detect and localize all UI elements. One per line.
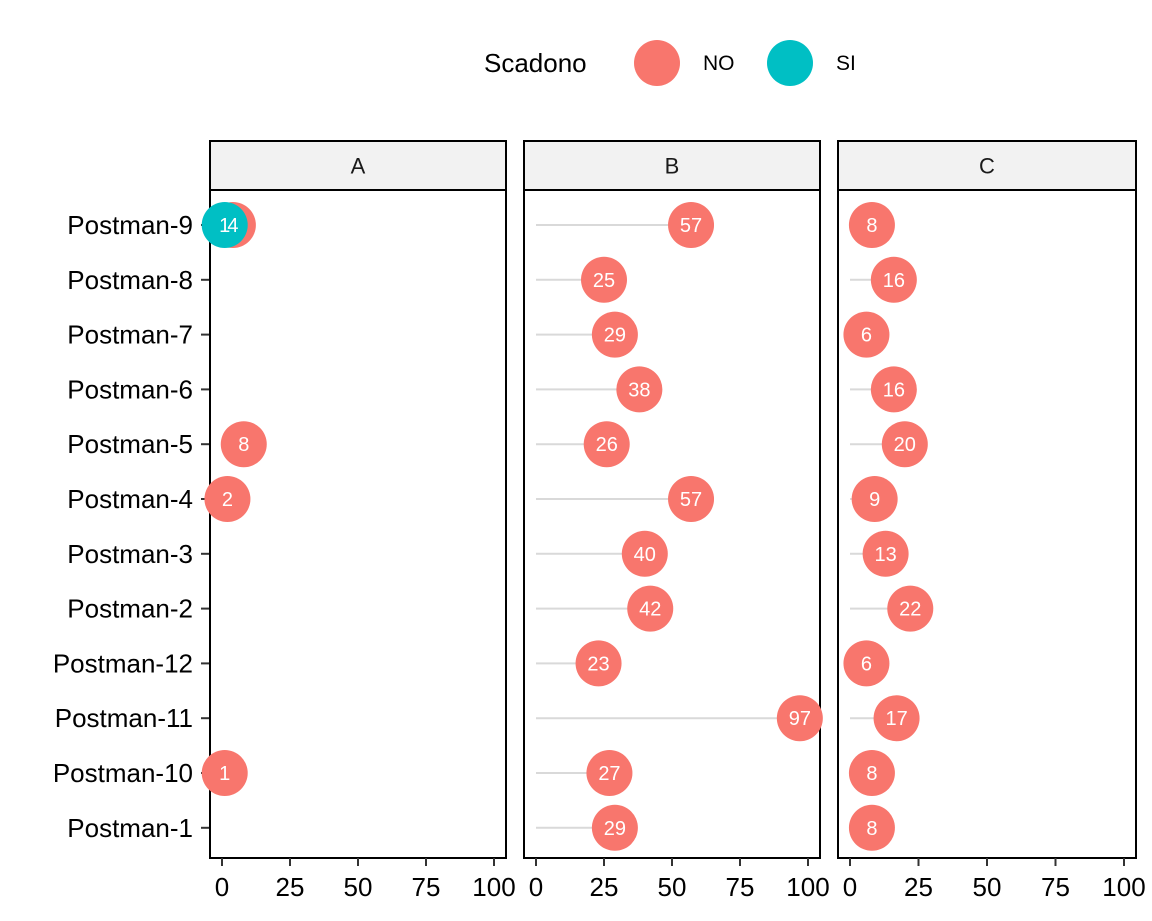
y-tick-label: Postman-6 [67, 374, 193, 404]
data-point [204, 476, 251, 522]
data-point [881, 421, 928, 468]
x-tick-label: 75 [412, 872, 441, 902]
facet-strip-A [209, 140, 507, 191]
data-label: 20 [894, 434, 916, 456]
data-label: 38 [628, 379, 650, 401]
data-label: 42 [639, 599, 661, 621]
x-tick-label: 75 [726, 872, 755, 902]
y-tick-label: Postman-7 [67, 320, 193, 350]
data-point [591, 804, 638, 851]
data-label: 29 [604, 818, 626, 840]
y-tick-label: Postman-2 [67, 594, 193, 624]
x-tick-label: 75 [1041, 872, 1070, 902]
data-label: 16 [883, 270, 905, 292]
data-point [870, 256, 917, 303]
data-label: 13 [874, 544, 896, 566]
data-label: 40 [634, 544, 656, 566]
data-point [621, 530, 668, 577]
facet-label-A: A [351, 154, 366, 179]
data-label: 8 [866, 215, 877, 237]
data-label: 8 [866, 763, 877, 785]
legend-key-no [634, 40, 680, 86]
x-tick-label: 25 [276, 872, 305, 902]
x-tick-label: 50 [344, 872, 373, 902]
data-point [575, 640, 622, 687]
x-tick-label: 0 [843, 872, 857, 902]
x-tick-label: 50 [973, 872, 1002, 902]
data-label: 22 [899, 599, 921, 621]
data-label: 6 [861, 653, 872, 675]
data-label: 2 [222, 489, 233, 511]
data-point [870, 366, 917, 413]
data-point [201, 202, 248, 248]
data-label: 1 [219, 763, 230, 785]
data-label: 29 [604, 325, 626, 347]
data-point [862, 530, 909, 577]
data-point [776, 695, 823, 742]
y-tick-label: Postman-3 [67, 539, 193, 569]
data-label: 17 [885, 708, 907, 730]
x-tick-label: 50 [658, 872, 687, 902]
data-label: 97 [789, 708, 811, 730]
data-point [843, 311, 890, 358]
legend-key-si [767, 40, 813, 86]
facet-label-B: B [665, 154, 680, 179]
data-point [668, 202, 715, 248]
data-point [848, 202, 895, 248]
data-label: 26 [596, 434, 618, 456]
data-label: 9 [869, 489, 880, 511]
data-point [627, 585, 674, 632]
facet-label-C: C [979, 154, 995, 179]
data-point [581, 256, 627, 303]
legend-label-no: NO [703, 52, 735, 75]
y-tick-label: Postman-9 [67, 210, 193, 240]
data-label: 8 [866, 818, 877, 840]
x-tick-label: 0 [215, 872, 229, 902]
legend-title: Scadono [484, 48, 587, 78]
data-point [668, 476, 715, 522]
data-point [220, 421, 267, 468]
data-point [848, 804, 895, 851]
y-tick-label: Postman-1 [67, 813, 193, 843]
data-point [586, 750, 633, 796]
data-point [873, 695, 920, 742]
data-label: 27 [598, 763, 620, 785]
data-label: 25 [593, 270, 615, 292]
data-label: 6 [861, 325, 872, 347]
data-point [887, 585, 934, 632]
facet-panel-B [523, 189, 821, 859]
data-point [583, 421, 630, 468]
x-tick-label: 100 [1102, 872, 1145, 902]
y-tick-label: Postman-10 [53, 758, 193, 788]
data-label: 1 [219, 215, 230, 237]
data-point [843, 640, 890, 687]
data-point [616, 366, 663, 413]
y-tick-label: Postman-5 [67, 429, 193, 459]
x-tick-label: 25 [590, 872, 619, 902]
data-point [591, 311, 638, 358]
x-tick-label: 100 [472, 872, 515, 902]
x-tick-label: 0 [529, 872, 543, 902]
data-label: 57 [680, 215, 702, 237]
legend-label-si: SI [836, 52, 856, 75]
data-point [851, 476, 898, 522]
data-label: 4 [227, 215, 238, 237]
x-tick-label: 100 [786, 872, 829, 902]
facet-panel-A [209, 189, 507, 859]
data-point [848, 750, 895, 796]
x-tick-label: 25 [904, 872, 933, 902]
data-label: 23 [587, 653, 609, 675]
data-label: 16 [883, 379, 905, 401]
y-tick-label: Postman-4 [67, 484, 193, 514]
y-tick-label: Postman-12 [53, 648, 193, 678]
data-label: 57 [680, 489, 702, 511]
data-label: 8 [238, 434, 249, 456]
y-tick-label: Postman-8 [67, 265, 193, 295]
facet-strip-C [837, 140, 1137, 191]
y-tick-label: Postman-11 [55, 703, 193, 733]
data-point [201, 750, 248, 796]
